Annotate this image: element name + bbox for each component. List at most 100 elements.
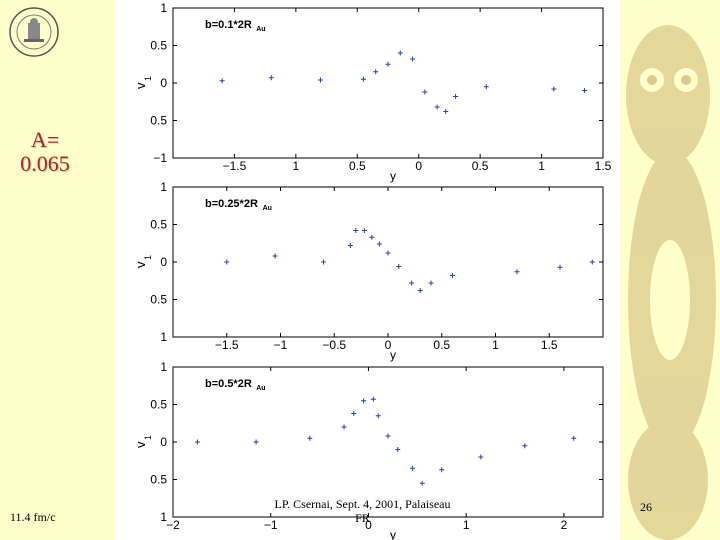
chart1-x-tick-label: 0.5 <box>349 159 366 173</box>
chart1-y-tick-label: 1 <box>160 1 167 15</box>
chart2-y-tick-label: 1 <box>160 180 167 194</box>
chart2-y-axis-label-sub: 1 <box>143 255 153 260</box>
chart2-data-point <box>514 269 520 275</box>
chart1-x-tick-label: −1.5 <box>223 159 247 173</box>
chart1-data-point <box>582 88 588 93</box>
chart1-y-axis-label: v <box>133 82 148 89</box>
footer-line1: LP. Csernai, Sept. 4, 2001, Palaiseau <box>274 497 451 511</box>
chart2-data-point <box>417 288 423 293</box>
chart1-x-axis-label: y <box>390 169 396 183</box>
chart1-y-tick-label: −1 <box>153 151 167 165</box>
chart2-annotation-sub: Au <box>263 205 272 212</box>
chart1-data-point <box>422 89 428 95</box>
chart2-data-point <box>450 273 455 278</box>
chart3-x-tick-label: 2 <box>561 518 568 532</box>
chart3-y-axis-label: v <box>133 441 148 448</box>
chart3-data-point <box>439 467 445 473</box>
chart1-data-point <box>453 94 459 99</box>
chart3-data-point <box>351 411 357 416</box>
chart2-data-point <box>272 253 278 259</box>
chart2-data-point <box>376 241 382 247</box>
a-value-line2: 0.065 <box>20 151 70 176</box>
chart2-x-tick-label: 0 <box>385 338 392 352</box>
chart3-data-point <box>478 454 484 460</box>
chart2-x-tick-label: −1.5 <box>215 338 239 352</box>
chart2-data-point <box>557 264 563 270</box>
chart2-data-point <box>369 234 375 240</box>
chart1-data-point <box>397 50 403 56</box>
chart3-y-tick-label: 0.5 <box>150 398 167 412</box>
chart2-data-point <box>396 264 402 269</box>
university-seal-icon <box>9 7 59 57</box>
chart3-frame <box>172 366 604 518</box>
chart2-y-tick-label: 0.5 <box>150 293 167 307</box>
chart3-y-tick-label: 0.5 <box>150 473 167 487</box>
chart1-data-point <box>434 104 440 110</box>
chart1-data-point <box>483 84 489 90</box>
chart3-annotation-sub: Au <box>256 385 265 392</box>
chart3-annotation: b=0.5*2R <box>205 378 252 390</box>
chart3-x-tick-label: 0 <box>365 518 372 532</box>
owl-icon <box>626 25 716 540</box>
chart3-y-tick-label: 0 <box>160 435 167 449</box>
chart2-data-point <box>428 280 434 286</box>
chart1-data-point <box>219 78 225 84</box>
chart3-x-tick-label: −1 <box>264 518 278 532</box>
page-number: 26 <box>640 500 652 514</box>
chart1-data-point <box>385 61 391 67</box>
chart1-data-point <box>360 76 366 82</box>
chart1-data-point <box>373 69 379 75</box>
chart2-x-tick-label: −0.5 <box>322 338 346 352</box>
chart2-x-tick-label: −1 <box>274 338 288 352</box>
chart1-x-tick-label: 1 <box>293 159 300 173</box>
chart2-data-point <box>321 259 326 265</box>
chart2-data-point <box>409 280 415 286</box>
chart3-x-tick-label: 1 <box>463 518 470 532</box>
plots-area: −1.5 1 0.5 0 0.5 1 1.5 −1 0.5 0 0.5 1 y v 1 b=0.1*2R Au −… <box>115 0 620 540</box>
chart2-data-point <box>361 228 367 233</box>
footer-line2: FR <box>355 511 370 525</box>
chart3-data-point <box>409 465 415 471</box>
chart2-x-axis-label: y <box>390 348 396 362</box>
chart2-y-tick-label: 1 <box>160 330 167 344</box>
chart2-y-tick-label: 0 <box>160 255 167 269</box>
chart3-data-point <box>307 435 313 441</box>
chart3-x-axis-label: y <box>390 528 396 540</box>
chart3-data-point <box>375 413 381 419</box>
chart1-y-tick-label: 0.5 <box>150 39 167 53</box>
chart3-x-tick-label: −2 <box>166 518 180 532</box>
chart2-x-tick-label: 0.5 <box>433 338 450 352</box>
chart1-data-point <box>317 77 323 83</box>
chart2-annotation: b=0.25*2R <box>205 198 258 210</box>
chart3-data-point <box>571 435 577 441</box>
chart1-x-tick-label: 0.5 <box>472 159 489 173</box>
chart2-x-tick-label: 1.5 <box>541 338 558 352</box>
chart2-data-point <box>385 250 391 256</box>
chart1-data-point <box>443 109 449 114</box>
chart1-data-point <box>268 75 274 81</box>
chart1-x-tick-label: 1 <box>538 159 545 173</box>
a-value-label: A= 0.065 <box>0 128 90 176</box>
chart1-y-tick-label: 0 <box>160 76 167 90</box>
chart1-x-tick-label: 0 <box>415 159 422 173</box>
chart3-data-point <box>253 439 259 445</box>
chart3-data-point <box>395 447 401 452</box>
chart1-data-point <box>551 86 557 92</box>
time-label: 11.4 fm/c <box>10 510 56 524</box>
chart2-data-point <box>353 228 359 233</box>
chart1-annotation: b=0.1*2R <box>205 19 252 31</box>
chart2-data-point <box>347 243 353 248</box>
chart2-frame <box>172 186 604 338</box>
chart3-data-point <box>522 443 528 449</box>
footer: LP. Csernai, Sept. 4, 2001, Palaiseau FR <box>240 497 485 525</box>
chart3-data-point <box>341 424 347 430</box>
chart3-data-point <box>361 398 367 404</box>
chart3-data-point <box>194 439 200 445</box>
chart1-y-tick-label: 0.5 <box>150 114 167 128</box>
chart1-annotation-sub: Au <box>256 26 265 33</box>
chart1-y-axis-label-sub: 1 <box>143 76 153 81</box>
chart3-y-tick-label: 1 <box>160 360 167 374</box>
chart2-data-point <box>589 259 595 265</box>
chart2-y-tick-label: 0.5 <box>150 218 167 232</box>
